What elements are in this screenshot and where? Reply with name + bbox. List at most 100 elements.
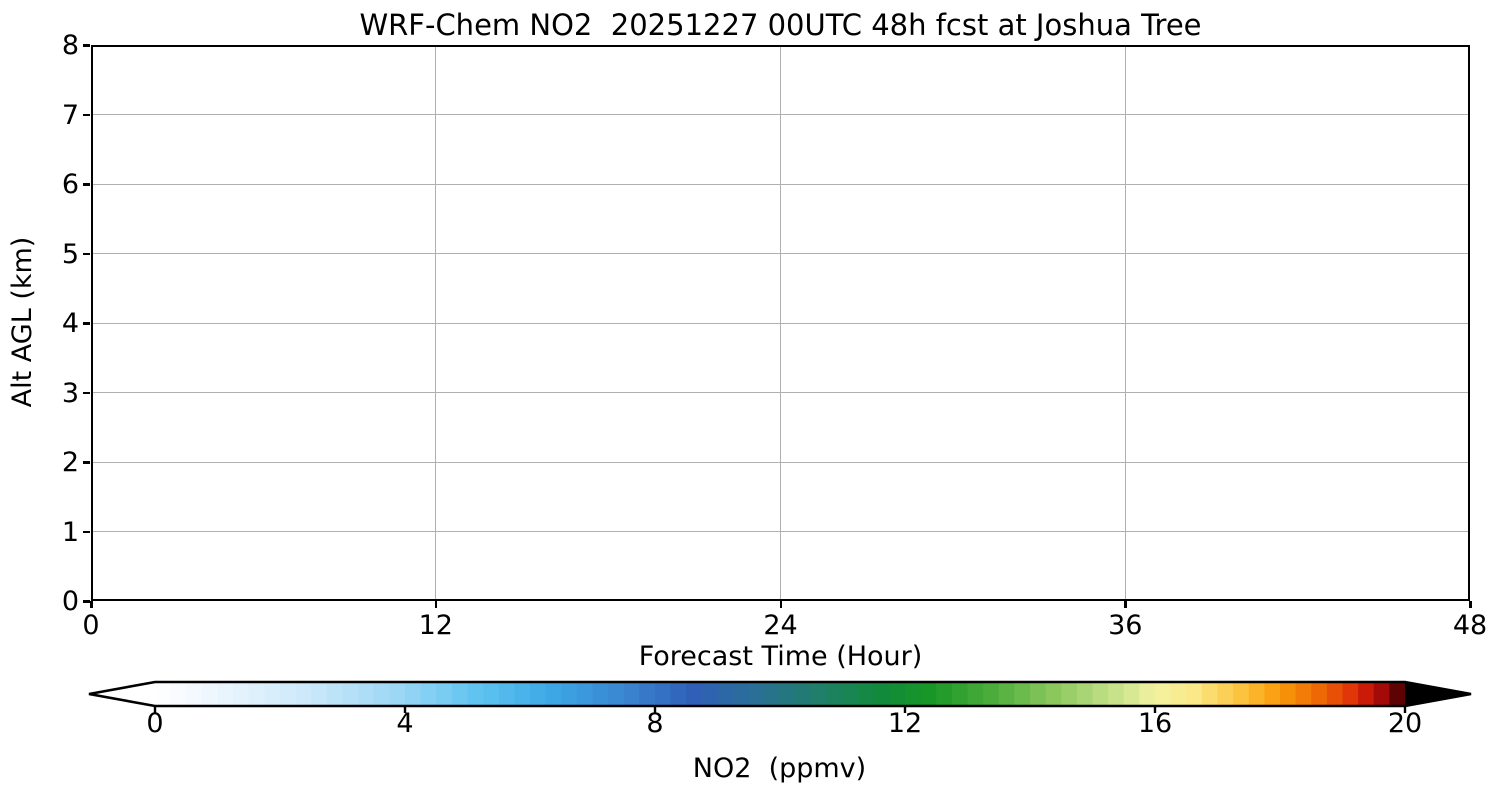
colorbar-band [998, 682, 1015, 706]
colorbar-extend-over [1405, 682, 1471, 706]
colorbar-tick-label: 20 [1387, 708, 1423, 739]
colorbar-band [405, 682, 422, 706]
colorbar-band [514, 682, 531, 706]
colorbar-band [311, 682, 328, 706]
x-tick-mark [434, 601, 438, 608]
colorbar-band [233, 682, 250, 706]
colorbar-band [967, 682, 984, 706]
x-axis-tick-marks [90, 601, 1472, 610]
colorbar-band [639, 682, 656, 706]
plot-area[interactable] [91, 45, 1470, 601]
colorbar-band [795, 682, 812, 706]
y-tick-label: 7 [61, 99, 79, 131]
colorbar-band [280, 682, 297, 706]
colorbar-band [170, 682, 187, 706]
x-tick-mark [779, 601, 782, 608]
colorbar-band [686, 682, 703, 706]
colorbar-band [561, 682, 578, 706]
x-tick-label: 36 [1108, 610, 1143, 641]
colorbar-band [1311, 682, 1328, 706]
colorbar-band [1326, 682, 1344, 706]
colorbar-band [373, 682, 390, 706]
colorbar-band [717, 682, 734, 706]
y-axis-tick-marks [83, 44, 92, 603]
colorbar-band [1030, 682, 1047, 706]
colorbar-band [905, 682, 922, 706]
colorbar-band [701, 682, 719, 706]
colorbar-tick-label: 16 [1137, 708, 1173, 739]
colorbar-band [1373, 682, 1390, 706]
colorbar-band [451, 682, 469, 706]
colorbar-band [467, 682, 484, 706]
colorbar-band [951, 682, 969, 706]
colorbar-band [858, 682, 875, 706]
colorbar-band [608, 682, 625, 706]
colorbar-band [1092, 682, 1109, 706]
colorbar-band [420, 682, 437, 706]
colorbar-band [842, 682, 859, 706]
colorbar-extend-under [89, 682, 155, 706]
colorbar-band [670, 682, 687, 706]
colorbar-band [1264, 682, 1281, 706]
colorbar-band [1342, 682, 1359, 706]
y-tick-label: 4 [61, 308, 79, 339]
colorbar-tick-label: 4 [396, 708, 414, 739]
x-tick-label: 48 [1452, 610, 1488, 641]
colorbar-band [1186, 682, 1203, 706]
colorbar-band [264, 682, 281, 706]
colorbar-band [936, 682, 953, 706]
colorbar-band [1233, 682, 1250, 706]
colorbar-tick-label: 8 [646, 708, 664, 739]
colorbar-band [1217, 682, 1234, 706]
colorbar-band [1155, 682, 1172, 706]
colorbar-band [1076, 682, 1094, 706]
colorbar-band [326, 682, 344, 706]
x-axis-tick-labels: 0 12 24 36 48 [82, 610, 1487, 644]
y-tick-mark [83, 322, 90, 325]
colorbar-band [1045, 682, 1062, 706]
colorbar-band [389, 682, 406, 706]
y-tick-mark [83, 183, 90, 186]
y-tick-label: 2 [61, 447, 79, 478]
colorbar-band [748, 682, 765, 706]
colorbar-tick-label: 0 [146, 708, 164, 739]
y-tick-label: 3 [61, 377, 79, 409]
x-tick-mark [1124, 601, 1127, 608]
colorbar-band [983, 682, 1000, 706]
colorbar-band [295, 682, 312, 706]
y-tick-mark [83, 391, 90, 394]
colorbar-band [186, 682, 203, 706]
colorbar-band [811, 682, 828, 706]
y-tick-label: 8 [61, 30, 79, 61]
colorbar-band [498, 682, 515, 706]
colorbar-tick-labels: 0 4 8 12 16 20 [146, 708, 1422, 744]
x-tick-label: 0 [82, 610, 100, 641]
colorbar-band [436, 682, 453, 706]
colorbar-band [217, 682, 234, 706]
colorbar-band [1280, 682, 1297, 706]
y-tick-mark [83, 113, 90, 116]
colorbar-band [1170, 682, 1187, 706]
colorbar-band [655, 682, 672, 706]
y-tick-mark [83, 530, 90, 533]
colorbar-band [483, 682, 500, 706]
chart-title: WRF-Chem NO2 20251227 00UTC 48h fcst at … [359, 8, 1202, 42]
colorbar-band [920, 682, 937, 706]
colorbar-band [733, 682, 750, 706]
colorbar-band [1108, 682, 1125, 706]
y-tick-label: 5 [61, 238, 79, 270]
x-tick-label: 24 [763, 610, 798, 641]
colorbar-band [1139, 682, 1156, 706]
colorbar-label: NO2 (ppmv) [692, 753, 867, 784]
y-tick-mark [83, 600, 90, 603]
y-axis-label: Alt AGL (km) [7, 236, 38, 408]
colorbar-band [248, 682, 265, 706]
colorbar-band [1248, 682, 1265, 706]
colorbar-band [1201, 682, 1219, 706]
x-tick-mark [1469, 601, 1472, 608]
y-tick-label: 6 [61, 169, 79, 200]
gridline-vertical [435, 47, 437, 599]
y-tick-mark [83, 252, 90, 255]
colorbar-band [826, 682, 844, 706]
colorbar-band [873, 682, 890, 706]
